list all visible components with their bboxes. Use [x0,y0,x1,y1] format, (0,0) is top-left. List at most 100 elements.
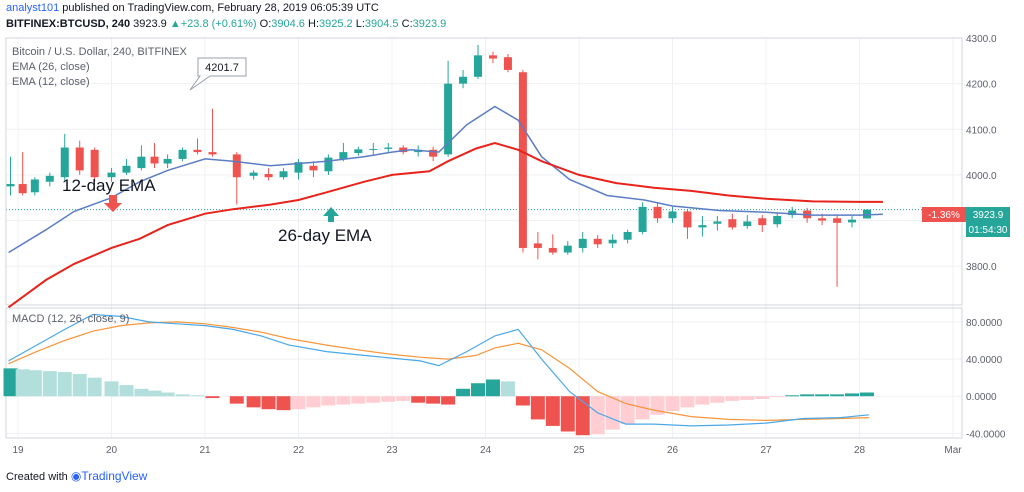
candle-body [163,158,172,164]
candle-body [533,243,542,248]
candle [698,216,707,237]
candle-body [758,218,767,226]
macd-histogram [3,368,874,436]
histogram-bar [366,396,381,403]
callout-box[interactable] [189,57,247,91]
low-value: 3904.5 [364,18,399,30]
change-badge-text: -1.36% [928,210,960,221]
candle [399,145,408,155]
candle-body [18,184,27,194]
candle-body [788,210,797,216]
histogram-bar [485,379,500,397]
histogram-bar [710,396,725,403]
candle-body [683,211,692,228]
candle-body [354,149,363,154]
candle [369,142,378,155]
candle-body [862,209,871,219]
price-badge-text: 3923.9 [973,210,1004,221]
footer: Created with ◉TradingView [6,469,147,483]
histogram-bar [381,396,396,402]
candle-body [208,152,217,155]
ema26-line [8,141,883,309]
candle-body [563,245,572,253]
candle [354,146,363,156]
candle-body [232,154,241,178]
candle-body [548,247,557,253]
macd-tick-label: 80.0000 [966,318,1003,329]
histogram-bar [740,396,755,400]
low-label: L: [355,18,365,30]
candle-body [833,218,842,223]
candle [743,215,752,229]
histogram-bar [57,372,72,397]
histogram-bar [695,396,710,405]
histogram-bar [160,392,175,397]
histogram-bar [620,396,635,425]
candle [623,229,632,244]
up-arrow-marker-icon [323,207,339,222]
candle-body [60,147,69,178]
candle [833,215,842,287]
candle [518,69,527,253]
candle [249,170,258,180]
price-axis: 3800.0 4000.0 4100.0 4200.0 4300.0 -40.0000 0.… [966,34,1006,440]
histogram-bar [665,396,680,412]
ema12-line [8,105,883,254]
macd-tick-label: 0.0000 [966,392,997,403]
candle [150,142,159,169]
signal-line [8,321,869,422]
macd-tick-label: -40.0000 [966,429,1006,440]
candle [178,147,187,162]
candle-body [309,165,318,171]
candle [548,234,557,255]
histogram-bar [27,370,42,397]
histogram-bar [456,388,471,397]
candle-body [75,147,84,171]
candle [578,231,587,253]
price-tick-label: 4100.0 [966,125,997,136]
candle-body [668,211,677,219]
histogram-bar [205,396,220,399]
symbol-line: BITFINEX:BTCUSD, 240 3923.9 ▲+23.8 (+0.6… [6,18,446,30]
timer-badge [966,222,1010,237]
candle [444,60,453,157]
candle [137,145,146,171]
histogram-bar [515,396,530,406]
author-link[interactable]: analyst101 [6,2,60,14]
candle-body [503,57,512,70]
footer-brand[interactable]: TradingView [81,469,148,483]
price-change: +23.8 (+0.61%) [180,18,257,30]
candle-body [399,147,408,153]
time-tick-label: 21 [199,445,211,456]
up-arrow-icon: ▲ [169,18,181,30]
histogram-bar [42,371,57,397]
time-tick-label: Mar [944,445,962,456]
histogram-bar [134,388,149,397]
candle [232,152,241,205]
publish-line: analyst101 published on TradingView.com,… [6,2,379,14]
candle [339,142,348,162]
histogram-bar [246,396,261,408]
change-badge [922,207,966,222]
histogram-bar [3,368,18,397]
candle [18,152,27,196]
histogram-bar [321,396,336,406]
histogram-bar [755,396,770,399]
ema-lines [8,105,883,309]
histogram-bar [411,396,426,403]
histogram-bar [590,396,605,435]
candle-body [369,148,378,150]
time-tick-label: 19 [12,445,24,456]
candle-body [45,175,54,182]
candle [788,206,797,219]
candle [429,146,438,162]
candle [563,241,572,255]
candle [30,177,39,196]
candle [208,108,217,157]
histogram-bar [471,383,486,397]
histogram-bar [72,373,87,397]
candle [728,213,737,230]
candle [163,154,172,169]
histogram-bar [441,396,456,405]
